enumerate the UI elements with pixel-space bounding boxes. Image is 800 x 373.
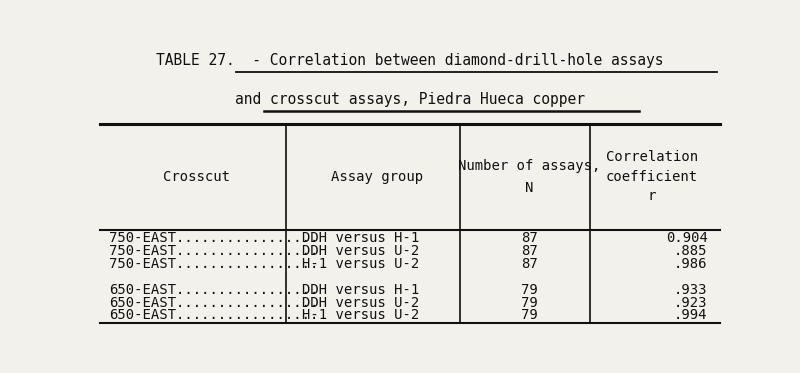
Text: Crosscut: Crosscut [162, 170, 230, 184]
Text: .933: .933 [674, 283, 708, 297]
Text: 79: 79 [521, 308, 538, 322]
Text: .885: .885 [674, 244, 708, 258]
Text: DDH versus U-2: DDH versus U-2 [302, 295, 418, 310]
Text: TABLE 27.  - Correlation between diamond-drill-hole assays: TABLE 27. - Correlation between diamond-… [156, 53, 664, 68]
Text: 0.904: 0.904 [666, 231, 708, 245]
Text: .986: .986 [674, 257, 708, 271]
Text: H-1 versus U-2: H-1 versus U-2 [302, 308, 418, 322]
Text: 750-EAST.................: 750-EAST................. [110, 231, 318, 245]
Text: 650-EAST.................: 650-EAST................. [110, 283, 318, 297]
Text: 750-EAST.................: 750-EAST................. [110, 244, 318, 258]
Text: Number of assays,: Number of assays, [458, 159, 601, 173]
Text: DDH versus U-2: DDH versus U-2 [302, 244, 418, 258]
Text: r: r [648, 189, 656, 203]
Text: DDH versus H-1: DDH versus H-1 [302, 231, 418, 245]
Text: 650-EAST.................: 650-EAST................. [110, 295, 318, 310]
Text: 79: 79 [521, 295, 538, 310]
Text: Assay group: Assay group [331, 170, 423, 184]
Text: 750-EAST.................: 750-EAST................. [110, 257, 318, 271]
Text: 650-EAST.................: 650-EAST................. [110, 308, 318, 322]
Text: Correlation: Correlation [606, 150, 698, 164]
Text: 79: 79 [521, 283, 538, 297]
Text: 87: 87 [521, 257, 538, 271]
Text: coefficient: coefficient [606, 170, 698, 184]
Text: and crosscut assays, Piedra Hueca copper: and crosscut assays, Piedra Hueca copper [235, 92, 585, 107]
Text: .994: .994 [674, 308, 708, 322]
Text: DDH versus H-1: DDH versus H-1 [302, 283, 418, 297]
Text: 87: 87 [521, 231, 538, 245]
Text: N: N [525, 181, 534, 195]
Text: 87: 87 [521, 244, 538, 258]
Text: H-1 versus U-2: H-1 versus U-2 [302, 257, 418, 271]
Text: .923: .923 [674, 295, 708, 310]
